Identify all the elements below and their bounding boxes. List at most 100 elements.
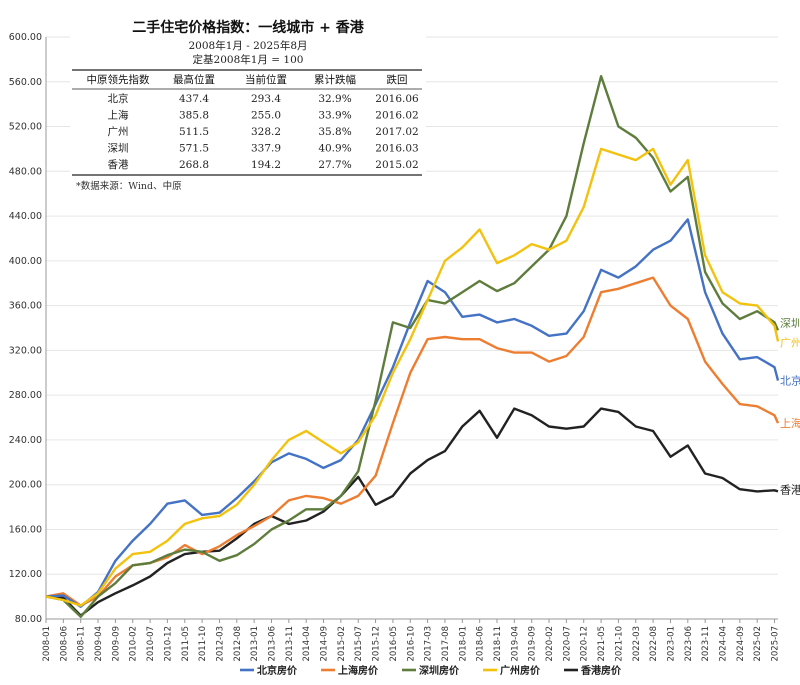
y-tick-label: 80.00 (15, 614, 42, 625)
table-header-cell: 跌回 (387, 73, 408, 86)
table-cell: 2016.02 (375, 110, 418, 122)
x-tick-label: 2012-08 (233, 626, 243, 662)
summary-box (70, 14, 426, 200)
table-cell: 328.2 (251, 126, 281, 138)
x-tick-label: 2013-11 (285, 626, 295, 662)
y-tick-label: 520.00 (9, 122, 42, 133)
y-tick-label: 320.00 (9, 345, 42, 356)
table-cell: 385.8 (179, 110, 209, 122)
x-tick-label: 2021-05 (597, 626, 607, 662)
y-tick-label: 440.00 (9, 211, 42, 222)
x-tick-label: 2008-06 (59, 626, 69, 662)
x-tick-label: 2013-06 (267, 626, 277, 662)
y-tick-label: 200.00 (9, 480, 42, 491)
x-tick-label: 2010-02 (129, 626, 139, 662)
y-tick-label: 600.00 (9, 32, 42, 43)
x-tick-label: 2010-12 (163, 626, 173, 662)
chart-subtitle: 2008年1月 - 2025年8月 (188, 39, 307, 52)
x-tick-label: 2021-10 (614, 626, 624, 662)
y-tick-label: 560.00 (9, 77, 42, 88)
table-header-cell: 当前位置 (245, 73, 287, 86)
x-tick-label: 2020-07 (562, 626, 572, 662)
y-tick-label: 120.00 (9, 569, 42, 580)
table-cell: 255.0 (251, 110, 281, 122)
x-tick-label: 2019-09 (528, 626, 538, 662)
series-line-深圳 (45, 74, 780, 618)
series-line-香港 (45, 407, 779, 617)
chart-title: 二手住宅价格指数：一线城市 + 香港 (132, 19, 364, 36)
y-axis: 80.00 120.00 160.00 200.00 240.00 280.00 320.0… (9, 32, 47, 625)
table-cell: 293.4 (251, 93, 281, 105)
end-label-北京: 北京 (780, 374, 800, 388)
x-tick-label: 2014-04 (302, 626, 312, 662)
table-cell: 深圳 (108, 143, 129, 155)
table-cell: 2017.02 (375, 126, 418, 138)
table-cell: 2015.02 (375, 159, 418, 171)
table-cell: 上海 (108, 109, 129, 122)
x-tick-label: 2018-01 (458, 626, 468, 662)
table-cell: 32.9% (318, 93, 351, 105)
table-cell: 香港 (108, 159, 129, 171)
table-cell: 35.8% (318, 126, 351, 138)
x-tick-label: 2017-03 (424, 626, 434, 662)
table-cell: 194.2 (251, 159, 281, 171)
x-tick-label: 2008-01 (42, 626, 52, 662)
x-tick-label: 2023-11 (701, 626, 711, 662)
table-header-cell: 中原领先指数 (87, 73, 150, 86)
series-line-北京 (45, 218, 780, 608)
table-cell: 27.7% (318, 159, 351, 171)
x-tick-label: 2024-09 (736, 626, 746, 662)
table-cell: 571.5 (179, 143, 209, 155)
base-note: 定基2008年1月 = 100 (193, 53, 304, 66)
table-cell: 511.5 (179, 126, 209, 138)
x-tick-label: 2022-03 (632, 626, 642, 662)
x-tick-label: 2009-09 (111, 626, 121, 662)
y-tick-label: 280.00 (9, 390, 42, 401)
x-tick-label: 2023-06 (684, 626, 694, 662)
table-cell: 337.9 (251, 143, 281, 155)
table-cell: 2016.06 (375, 93, 419, 105)
x-tick-label: 2019-04 (510, 626, 520, 662)
x-tick-label: 2011-05 (181, 626, 191, 662)
table-cell: 437.4 (179, 93, 209, 105)
y-tick-label: 360.00 (9, 301, 42, 312)
legend-entry: 北京房价 (257, 664, 298, 677)
x-tick-label: 2023-01 (666, 626, 676, 662)
x-tick-label: 2010-07 (146, 626, 156, 662)
table-cell: 广州 (108, 126, 129, 138)
x-tick-label: 2016-10 (406, 626, 416, 662)
end-label-广州: 广州 (780, 336, 800, 349)
legend-entry: 深圳房价 (419, 664, 460, 677)
legend-entry: 上海房价 (338, 664, 379, 677)
y-tick-label: 240.00 (9, 435, 42, 446)
x-tick-label: 2022-08 (649, 626, 659, 662)
y-tick-label: 160.00 (9, 524, 42, 535)
table-cell: 2016.03 (375, 143, 418, 155)
y-tick-label: 480.00 (9, 166, 42, 177)
legend: 北京房价 上海房价 深圳房价 广州房价 香港房价 (240, 664, 622, 677)
end-label-香港: 香港 (780, 483, 800, 496)
x-tick-label: 2018-06 (476, 626, 486, 662)
x-tick-label: 2015-07 (354, 626, 364, 662)
x-tick-label: 2008-11 (77, 626, 87, 662)
x-tick-label: 2012-03 (215, 626, 225, 662)
x-axis: 2008-01 2008-06 2008-11 2009-04 2009-09 2010-… (42, 618, 781, 662)
x-tick-label: 2020-02 (545, 626, 555, 662)
table-cell: 北京 (108, 92, 129, 105)
x-tick-label: 2013-01 (250, 626, 260, 662)
table-cell: 40.9% (318, 143, 351, 155)
table-header-cell: 最高位置 (173, 73, 215, 86)
legend-entry: 香港房价 (581, 664, 622, 677)
legend-entry: 广州房价 (500, 664, 541, 677)
table-cell: 268.8 (179, 159, 209, 171)
table-cell: 33.9% (318, 110, 351, 122)
x-tick-label: 2025-07 (771, 626, 781, 662)
x-tick-label: 2024-04 (718, 626, 728, 662)
source-note: *数据来源：Wind、中原 (76, 180, 182, 192)
x-tick-label: 2015-12 (372, 626, 382, 662)
x-tick-label: 2016-05 (389, 626, 399, 662)
x-tick-label: 2017-08 (441, 626, 451, 662)
